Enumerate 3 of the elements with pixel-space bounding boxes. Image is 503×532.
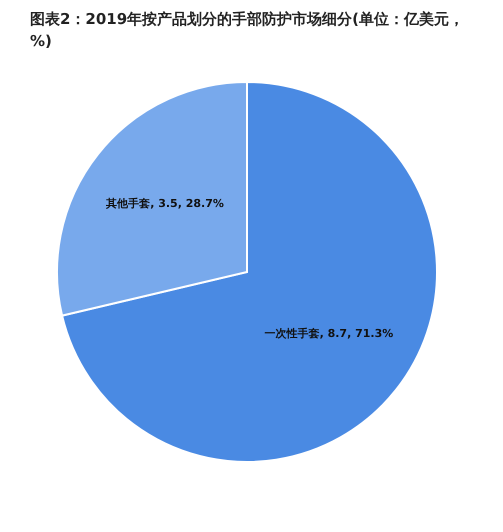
- slice-label: 一次性手套, 8.7, 71.3%: [264, 326, 394, 340]
- slice-label: 其他手套, 3.5, 28.7%: [105, 197, 224, 210]
- chart-title: 图表2：2019年按产品划分的手部防护市场细分(单位：亿美元，%): [30, 9, 466, 52]
